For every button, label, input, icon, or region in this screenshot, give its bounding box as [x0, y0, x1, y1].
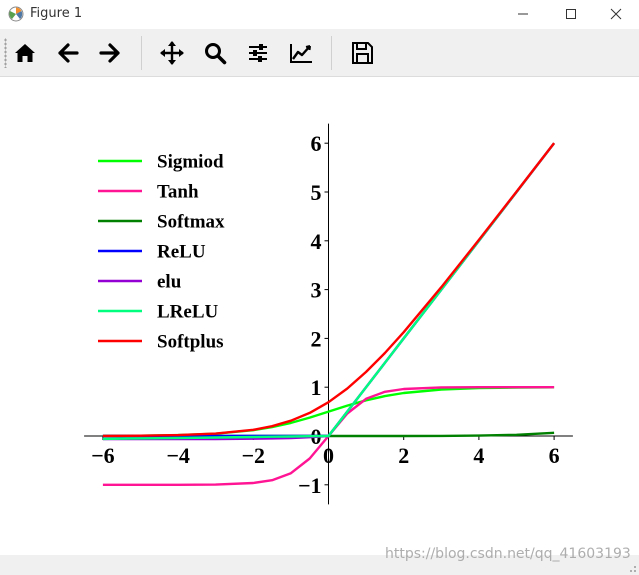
x-tick-label: −2 — [242, 443, 266, 468]
y-tick-label: 1 — [311, 375, 322, 400]
arrow-left-icon — [58, 43, 79, 63]
pan-button[interactable] — [158, 39, 186, 67]
maximize-icon — [566, 9, 576, 19]
legend-label-tanh: Tanh — [157, 182, 199, 203]
y-tick-label: 4 — [311, 229, 322, 254]
x-tick-label: 2 — [398, 443, 409, 468]
y-tick-label: −1 — [298, 473, 322, 498]
x-tick-label: −6 — [91, 443, 115, 468]
sliders-icon — [249, 44, 267, 62]
line-chart-icon — [290, 44, 312, 63]
save-button[interactable] — [348, 39, 376, 67]
title-bar: Figure 1 — [0, 0, 639, 30]
legend-label-lrelu: LReLU — [157, 302, 219, 323]
move-icon — [160, 41, 184, 65]
save-icon — [352, 42, 373, 64]
x-tick-label: 6 — [549, 443, 560, 468]
status-bar — [0, 555, 639, 575]
legend-label-softplus: Softplus — [157, 332, 224, 353]
y-tick-label: 2 — [311, 326, 322, 351]
figure-canvas[interactable]: −6 −4 −2 0 2 4 6 −1 0 1 2 3 4 5 6 Sigmiod Tanh Softmax ReL… — [0, 77, 639, 555]
legend-label-relu: ReLU — [157, 242, 206, 263]
home-button[interactable] — [11, 39, 39, 67]
window-title: Figure 1 — [30, 6, 83, 21]
navigation-toolbar — [0, 30, 639, 77]
toolbar-separator — [331, 36, 332, 70]
y-tick-label: 5 — [311, 180, 322, 205]
forward-button[interactable] — [96, 39, 124, 67]
minimize-button[interactable] — [500, 0, 546, 29]
edit-axis-button[interactable] — [287, 39, 315, 67]
watermark: https://blog.csdn.net/qq_41603193 — [385, 546, 631, 562]
home-icon — [15, 44, 35, 62]
y-tick-label: 6 — [311, 131, 322, 156]
magnifier-icon — [205, 43, 227, 65]
legend-label-softmax: Softmax — [157, 212, 225, 233]
close-button[interactable] — [593, 0, 639, 29]
zoom-button[interactable] — [201, 39, 229, 67]
toolbar-grip[interactable] — [4, 38, 7, 68]
close-icon — [610, 8, 622, 20]
activation-functions-chart: −6 −4 −2 0 2 4 6−10123456SigmiodTanhSoftmaxReL… — [84, 123, 573, 505]
resize-grip-icon[interactable] — [627, 563, 637, 573]
legend-label-sigmiod: Sigmiod — [157, 152, 224, 173]
matplotlib-icon — [8, 6, 24, 22]
x-tick-label: 4 — [473, 443, 484, 468]
configure-subplots-button[interactable] — [244, 39, 272, 67]
series-line-softplus — [102, 142, 556, 438]
x-tick-label: −4 — [166, 443, 190, 468]
arrow-right-icon — [99, 43, 120, 63]
minimize-icon — [518, 13, 528, 15]
x-tick-label: 0 — [323, 443, 334, 468]
toolbar-separator — [141, 36, 142, 70]
maximize-button[interactable] — [548, 0, 594, 29]
y-tick-label: 3 — [311, 278, 322, 303]
legend-label-elu: elu — [157, 272, 182, 293]
back-button[interactable] — [54, 39, 82, 67]
